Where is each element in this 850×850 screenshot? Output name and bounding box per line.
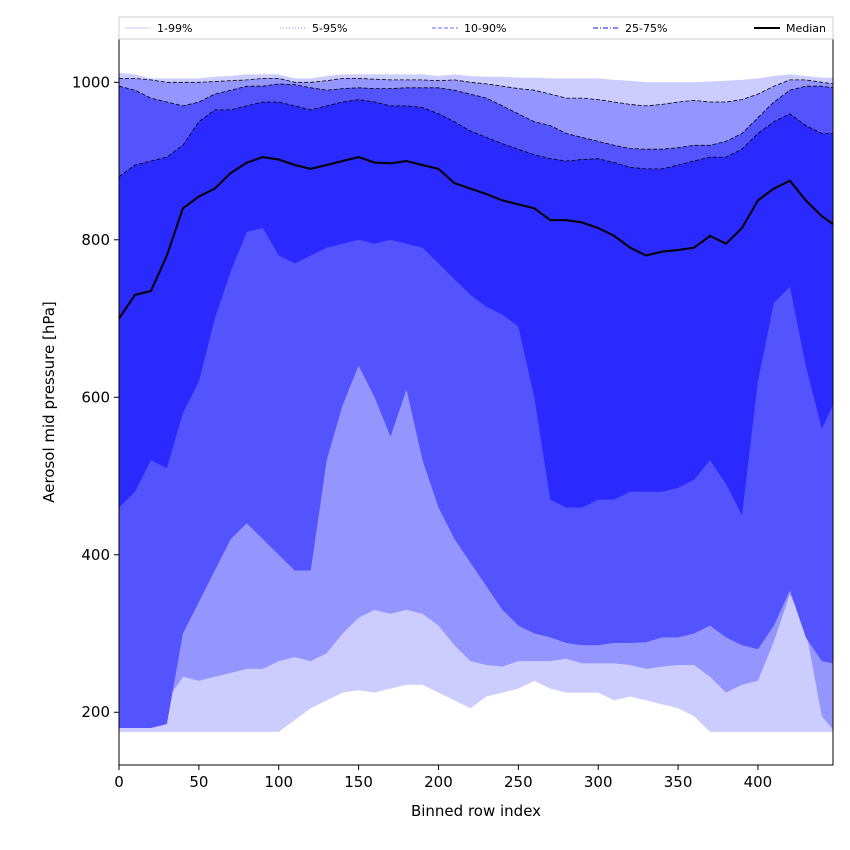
x-tick-label: 100: [264, 773, 293, 791]
legend-label-10-90: 10-90%: [464, 22, 506, 35]
x-tick-label: 250: [504, 773, 533, 791]
x-axis-label: Binned row index: [411, 802, 541, 820]
y-tick-label: 1000: [72, 73, 110, 91]
band-25-75: [119, 99, 833, 516]
x-axis: 0 50 100 150 200 250 300 350 400: [114, 765, 772, 791]
band-edge-5-95: [119, 78, 834, 107]
y-axis: 200 400 600 800 1000: [72, 73, 119, 721]
y-tick-label: 600: [81, 388, 110, 406]
band-edge-10-90: [118, 83, 834, 150]
legend-label-25-75: 25-75%: [625, 22, 667, 35]
x-tick-label: 50: [189, 773, 208, 791]
legend-label-median: Median: [786, 22, 826, 35]
legend-box: [118, 16, 834, 40]
y-axis-label: Aerosol mid pressure [hPa]: [40, 301, 58, 503]
x-tick-label: 0: [114, 773, 124, 791]
lines-layer: [118, 78, 834, 320]
y-tick-label: 800: [81, 231, 110, 249]
bands-layer: [119, 72, 833, 732]
series-median-line: [118, 156, 834, 320]
legend-label-1-99: 1-99%: [157, 22, 192, 35]
x-tick-label: 350: [664, 773, 693, 791]
x-tick-label: 400: [744, 773, 773, 791]
x-tick-label: 300: [584, 773, 613, 791]
legend: 1-99% 5-95% 10-90% 25-75% Median: [118, 16, 834, 40]
band-edge-25-75: [118, 99, 833, 178]
x-tick-label: 150: [344, 773, 373, 791]
y-tick-label: 200: [81, 703, 110, 721]
y-tick-label: 400: [81, 546, 110, 564]
legend-label-5-95: 5-95%: [312, 22, 347, 35]
x-tick-label: 200: [424, 773, 453, 791]
